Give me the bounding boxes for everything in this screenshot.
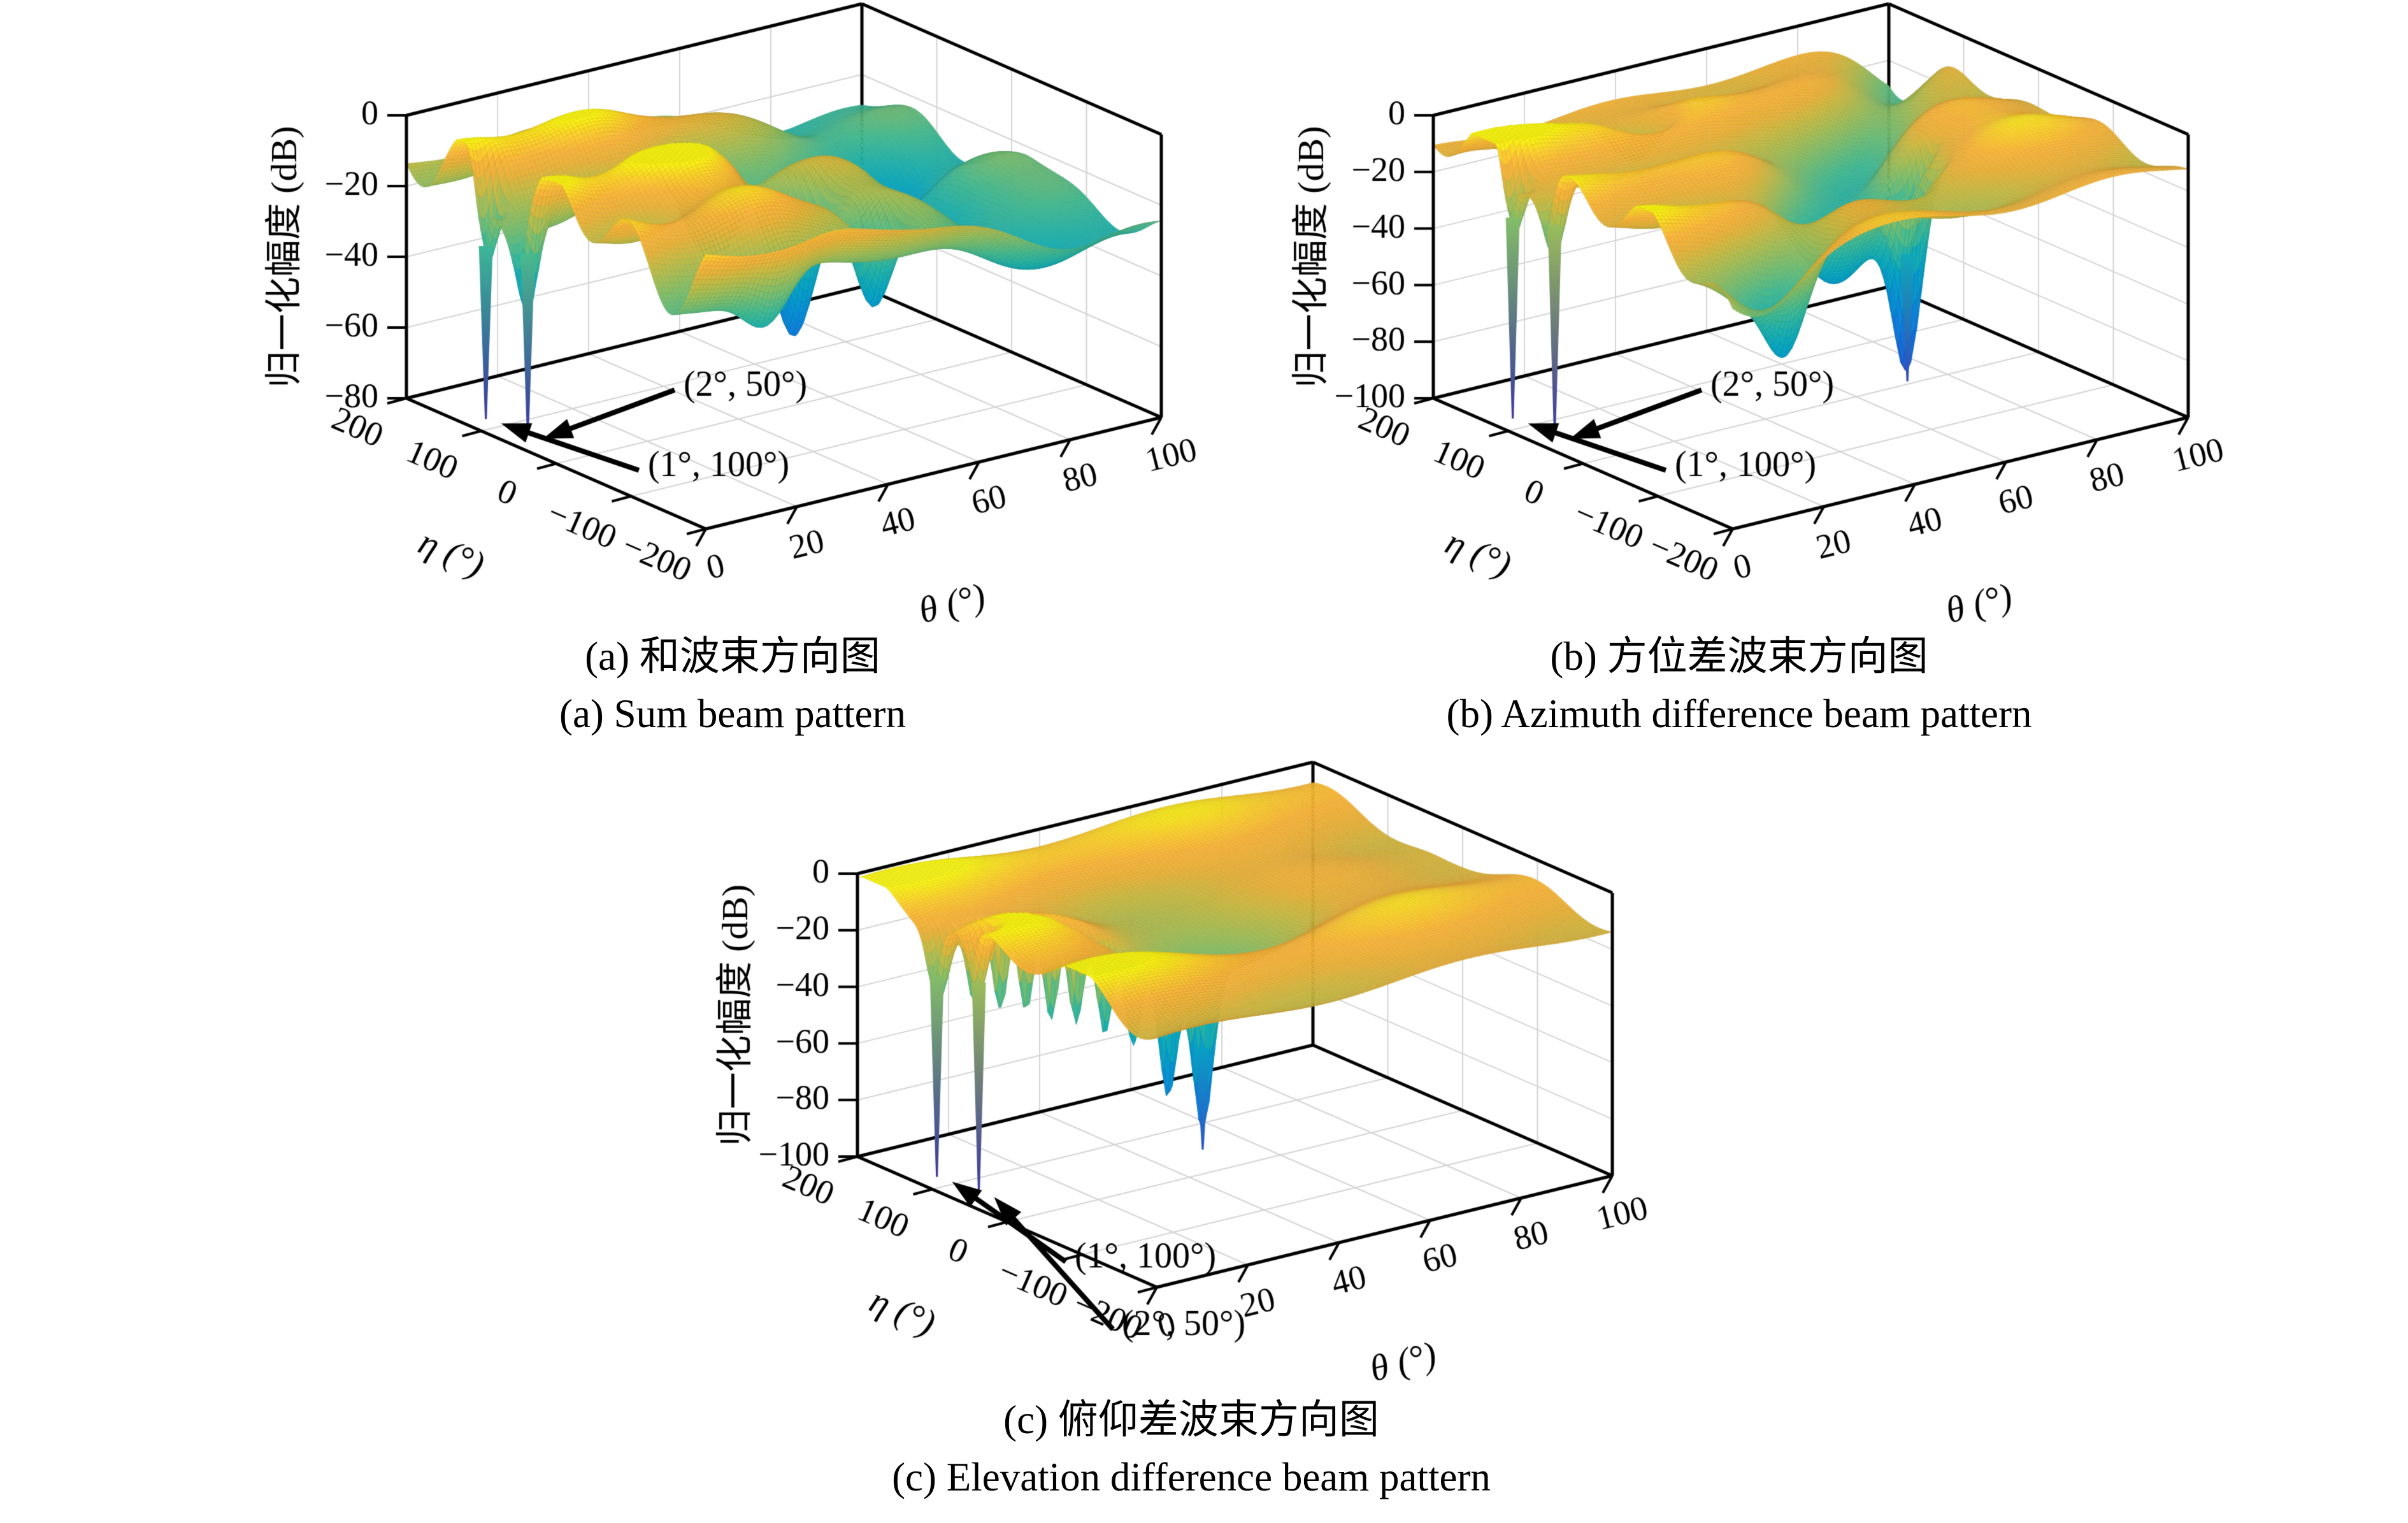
caption-a-chinese: (a) 和波束方向图 — [585, 634, 880, 679]
caption-c-chinese: (c) 俯仰差波束方向图 — [1003, 1397, 1379, 1442]
caption-b-english: (b) Azimuth difference beam pattern — [1446, 691, 2032, 736]
surface-plot-c-canvas — [451, 714, 1693, 1523]
caption-b: (b) 方位差波束方向图 (b) Azimuth difference beam… — [1229, 628, 2249, 742]
caption-c-english: (c) Elevation difference beam pattern — [892, 1455, 1491, 1499]
surface-plot-b-canvas — [1027, 0, 2269, 765]
subplot-c — [451, 714, 1693, 1523]
caption-a: (a) 和波束方向图 (a) Sum beam pattern — [223, 628, 1242, 742]
subplot-b — [1027, 0, 2269, 765]
caption-b-chinese: (b) 方位差波束方向图 — [1550, 634, 1928, 679]
caption-a-english: (a) Sum beam pattern — [559, 691, 907, 736]
caption-c: (c) 俯仰差波束方向图 (c) Elevation difference be… — [682, 1391, 1701, 1506]
